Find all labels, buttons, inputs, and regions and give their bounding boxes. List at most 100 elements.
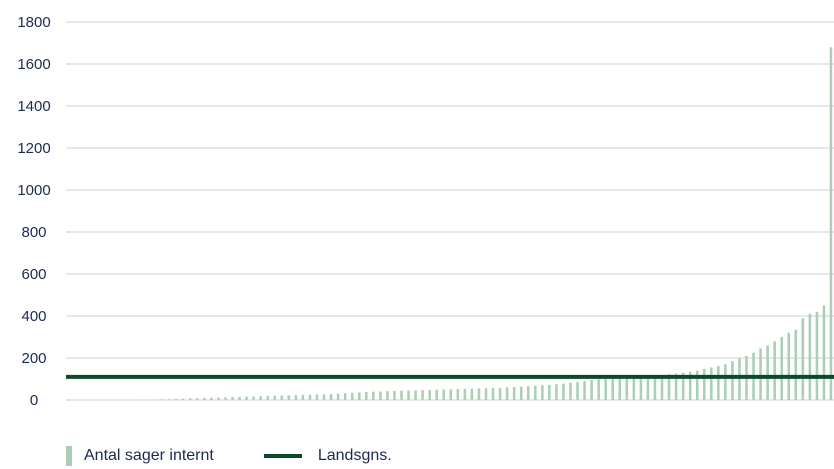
bar [604,379,607,400]
bar [498,387,502,400]
bar [336,393,340,400]
bar [731,361,734,400]
bar [717,365,720,400]
bar [660,375,664,400]
y-tick-label: 400 [21,308,46,325]
bar [611,378,614,400]
bar [372,391,375,400]
bar [491,388,495,400]
bar [470,388,474,400]
bar [477,388,481,400]
bar [203,397,206,400]
bar [548,384,551,400]
bar [710,367,713,400]
bar [414,390,417,400]
bar [386,391,389,400]
legend-label-line: Landsgns. [317,447,392,464]
y-tick-label: 1200 [17,140,50,157]
bar [801,318,805,400]
legend-item-bars: Antal sager internt [66,446,214,466]
y-tick-label: 1800 [17,14,50,31]
bar [350,392,354,400]
bar [463,388,467,400]
bar [794,329,798,400]
bar [576,381,579,400]
bar [217,397,220,400]
bar [189,398,192,400]
bar [322,394,326,400]
bar [280,395,284,400]
legend-label-bars: Antal sager internt [84,447,214,464]
bar [421,390,424,400]
y-tick-label: 0 [30,392,38,409]
bar [449,389,453,400]
bar [505,387,509,400]
bar [590,380,593,400]
bar [787,332,791,400]
y-tick-label: 200 [21,350,46,367]
bar [442,389,446,400]
bar [569,382,572,400]
bar [358,392,361,400]
bar [315,394,319,400]
bar [273,395,277,400]
bar [562,383,565,400]
y-tick-label: 600 [21,266,46,283]
bar [681,372,685,400]
bar [428,389,431,400]
bar [773,341,776,400]
bar [435,389,438,400]
bar [780,337,783,400]
bar [618,378,622,400]
bar [379,391,382,400]
bar [393,390,396,400]
bar [174,398,178,400]
bar [674,373,678,400]
bar [160,399,164,400]
y-tick-label: 800 [21,224,46,241]
bar [526,386,530,400]
bar [667,374,671,400]
y-tick-label: 1600 [17,56,50,73]
bar [512,386,516,400]
bar [688,371,692,400]
y-tick-label: 1400 [17,98,50,115]
y-axis-ticks: 0 200 400 600 800 1000 1200 1400 1600 1800 [17,14,50,409]
bar [724,364,727,400]
bar [815,311,819,400]
bar [555,384,558,400]
bar [400,390,403,400]
bar [308,394,312,400]
y-tick-label: 1000 [17,182,50,199]
bar [456,389,460,400]
bar [484,388,488,400]
bars [139,47,833,400]
bar [231,397,234,400]
grid-lines [66,21,834,401]
legend-line-swatch [263,454,302,458]
bar [407,390,410,400]
bar [287,395,291,400]
bar [597,379,600,400]
bar [294,395,298,400]
bar [266,396,269,400]
bar [695,370,699,400]
bar [646,376,650,400]
bar [259,396,262,400]
bar [625,377,629,400]
bar [365,392,368,400]
bar [181,398,185,400]
bar [738,358,741,400]
bar [519,386,523,400]
bar [829,47,833,400]
bar [632,377,636,400]
bar [301,394,305,400]
bar [822,305,826,400]
bar [759,348,762,400]
bar [653,375,657,400]
bar [210,397,213,400]
bar [703,368,706,400]
bar [534,385,537,400]
bar [766,345,769,400]
